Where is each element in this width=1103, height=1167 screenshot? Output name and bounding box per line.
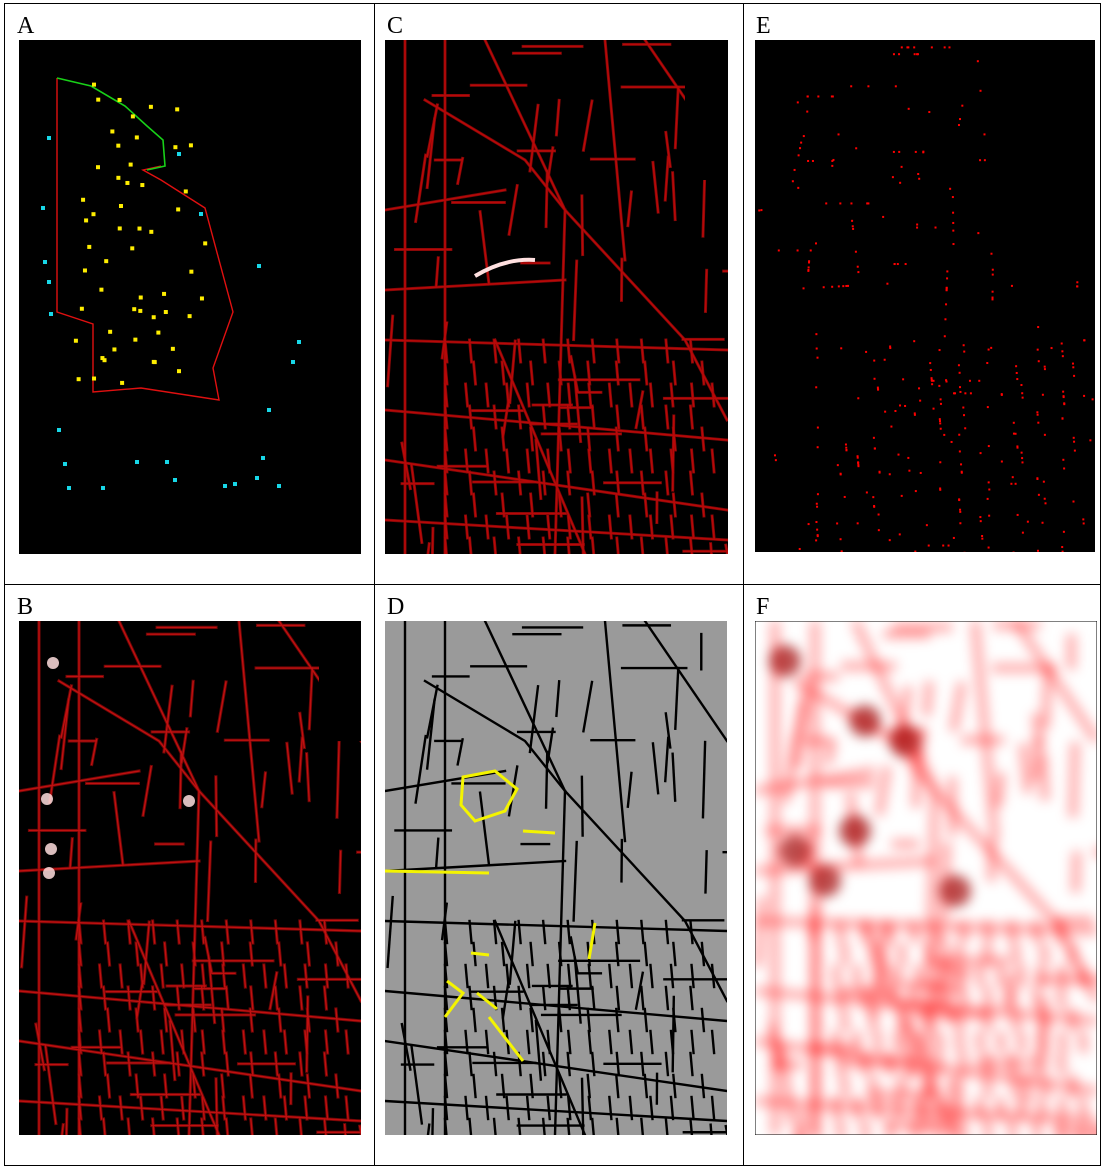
map-panel-a bbox=[19, 40, 361, 554]
map-panel-c bbox=[385, 40, 728, 554]
cell-f: F bbox=[743, 584, 1101, 1166]
cell-a: A bbox=[4, 3, 375, 585]
panel-label-b: B bbox=[17, 594, 34, 620]
panel-label-a: A bbox=[17, 13, 35, 39]
map-panel-d bbox=[385, 621, 727, 1135]
map-panel-f bbox=[755, 621, 1097, 1135]
panel-label-f: F bbox=[756, 594, 770, 620]
panel-label-e: E bbox=[756, 13, 771, 39]
cell-b: B bbox=[4, 584, 375, 1166]
map-panel-b bbox=[19, 621, 361, 1135]
cell-d: D bbox=[374, 584, 744, 1166]
panel-label-d: D bbox=[387, 594, 405, 620]
cell-c: C bbox=[374, 3, 744, 585]
figure-grid: A C E B D F bbox=[4, 3, 1101, 1166]
panel-label-c: C bbox=[387, 13, 404, 39]
map-panel-e bbox=[755, 40, 1095, 552]
cell-e: E bbox=[743, 3, 1101, 585]
